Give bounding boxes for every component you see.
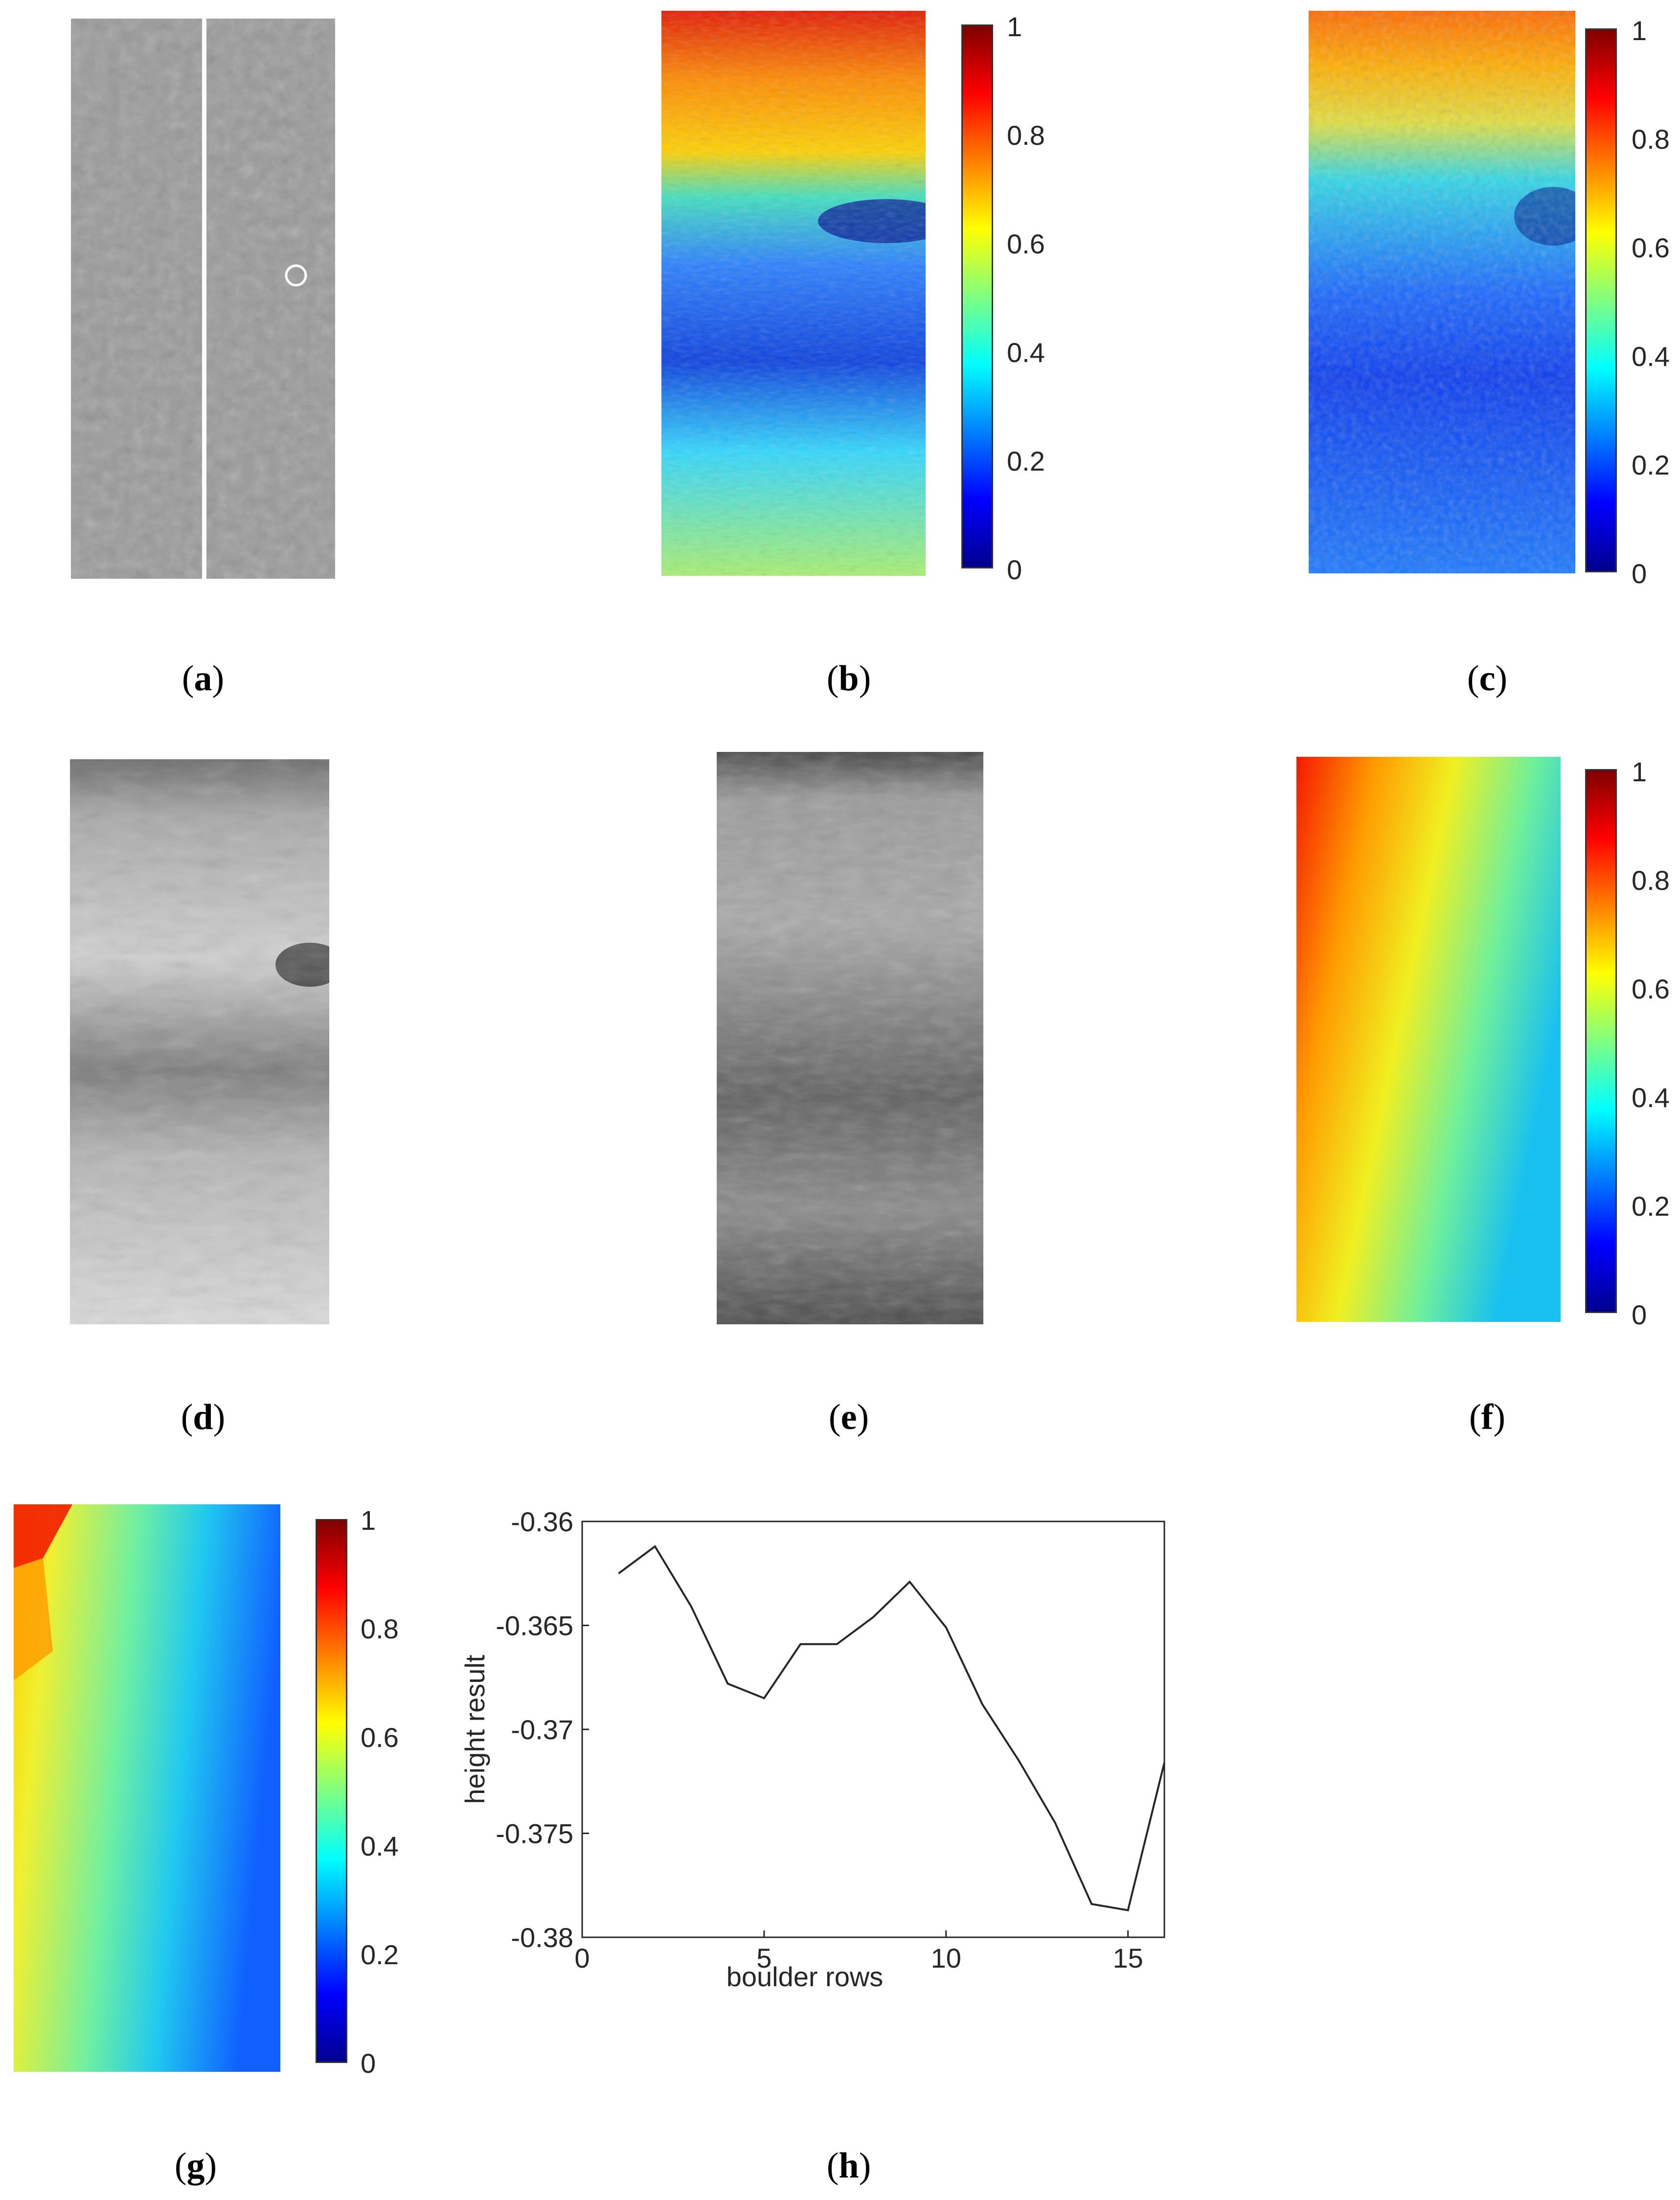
colorbar-c-tick: 0.6 xyxy=(1632,232,1670,263)
y-tick-label: -0.365 xyxy=(496,1610,573,1641)
x-tick-label: 15 xyxy=(1112,1943,1143,1973)
colorbar-g xyxy=(316,1519,347,2063)
colorbar-g-tick: 0 xyxy=(361,2048,376,2079)
colorbar-g-tick: 0.8 xyxy=(361,1613,399,1644)
colorbar-f-tick: 0.6 xyxy=(1632,974,1670,1004)
profile-line xyxy=(202,19,206,579)
colorbar-c-tick: 0.8 xyxy=(1632,124,1670,155)
colorbar-c-tick: 0.4 xyxy=(1632,341,1670,372)
panel-d-image xyxy=(70,759,329,1324)
plot-frame xyxy=(581,1520,1165,1938)
colorbar-b-tick: 0.4 xyxy=(1007,337,1045,368)
colorbar-c-tick: 0 xyxy=(1632,558,1647,589)
panel-e-image xyxy=(717,752,983,1324)
y-tick-label: -0.375 xyxy=(496,1818,573,1849)
colorbar-b-tick: 0.2 xyxy=(1007,446,1045,476)
height-result-series-line xyxy=(618,1545,1165,1911)
y-tick-label: -0.37 xyxy=(511,1714,573,1745)
colorbar-c xyxy=(1585,28,1617,572)
colorbar-g-tick: 0.4 xyxy=(361,1831,399,1861)
caption-e: (e) xyxy=(828,1397,869,1437)
caption-g: (g) xyxy=(174,2146,217,2186)
colorbar-f xyxy=(1585,769,1617,1313)
colorbar-f-tick: 0.4 xyxy=(1632,1082,1670,1113)
colorbar-g-tick: 1 xyxy=(361,1505,376,1536)
y-tick-label: -0.36 xyxy=(511,1506,573,1537)
caption-a: (a) xyxy=(182,658,225,699)
colorbar-b xyxy=(961,24,993,568)
caption-d: (d) xyxy=(181,1397,226,1437)
colorbar-f-tick: 0.2 xyxy=(1632,1191,1670,1222)
colorbar-f-tick: 0.8 xyxy=(1632,865,1670,896)
line-chart: 0 5 10 15 -0.36 -0.365 -0.37 -0.375 -0.38 boulde… xyxy=(459,1506,1165,1992)
marker-circle xyxy=(285,264,307,287)
panel-g-image xyxy=(14,1504,280,2072)
x-axis-label: boulder rows xyxy=(726,1961,884,1992)
colorbar-g-tick: 0.6 xyxy=(361,1722,399,1753)
caption-c: (c) xyxy=(1467,658,1508,699)
x-tick-label: 5 xyxy=(756,1943,772,1973)
colorbar-c-tick: 1 xyxy=(1632,15,1647,46)
colorbar-b-tick: 0.6 xyxy=(1007,228,1045,259)
colorbar-c-tick: 0.2 xyxy=(1632,450,1670,480)
panel-f-image xyxy=(1296,757,1561,1322)
colorbar-b-tick: 0.8 xyxy=(1007,120,1045,151)
caption-b: (b) xyxy=(826,658,871,699)
colorbar-f-tick: 1 xyxy=(1632,756,1647,787)
y-axis-label: height result xyxy=(459,1655,490,1804)
panel-b-image xyxy=(661,11,926,576)
y-tick-label: -0.38 xyxy=(511,1922,573,1953)
x-tick-label: 10 xyxy=(931,1943,961,1973)
caption-h: (h) xyxy=(826,2146,871,2186)
panel-c-image xyxy=(1309,11,1575,573)
x-tick-label: 0 xyxy=(574,1943,590,1973)
colorbar-b-tick: 0 xyxy=(1007,554,1022,585)
colorbar-b-tick: 1 xyxy=(1007,11,1022,42)
panel-a-image xyxy=(71,19,335,579)
colorbar-f-tick: 0 xyxy=(1632,1299,1647,1330)
colorbar-g-tick: 0.2 xyxy=(361,1939,399,1970)
caption-f: (f) xyxy=(1469,1397,1505,1437)
